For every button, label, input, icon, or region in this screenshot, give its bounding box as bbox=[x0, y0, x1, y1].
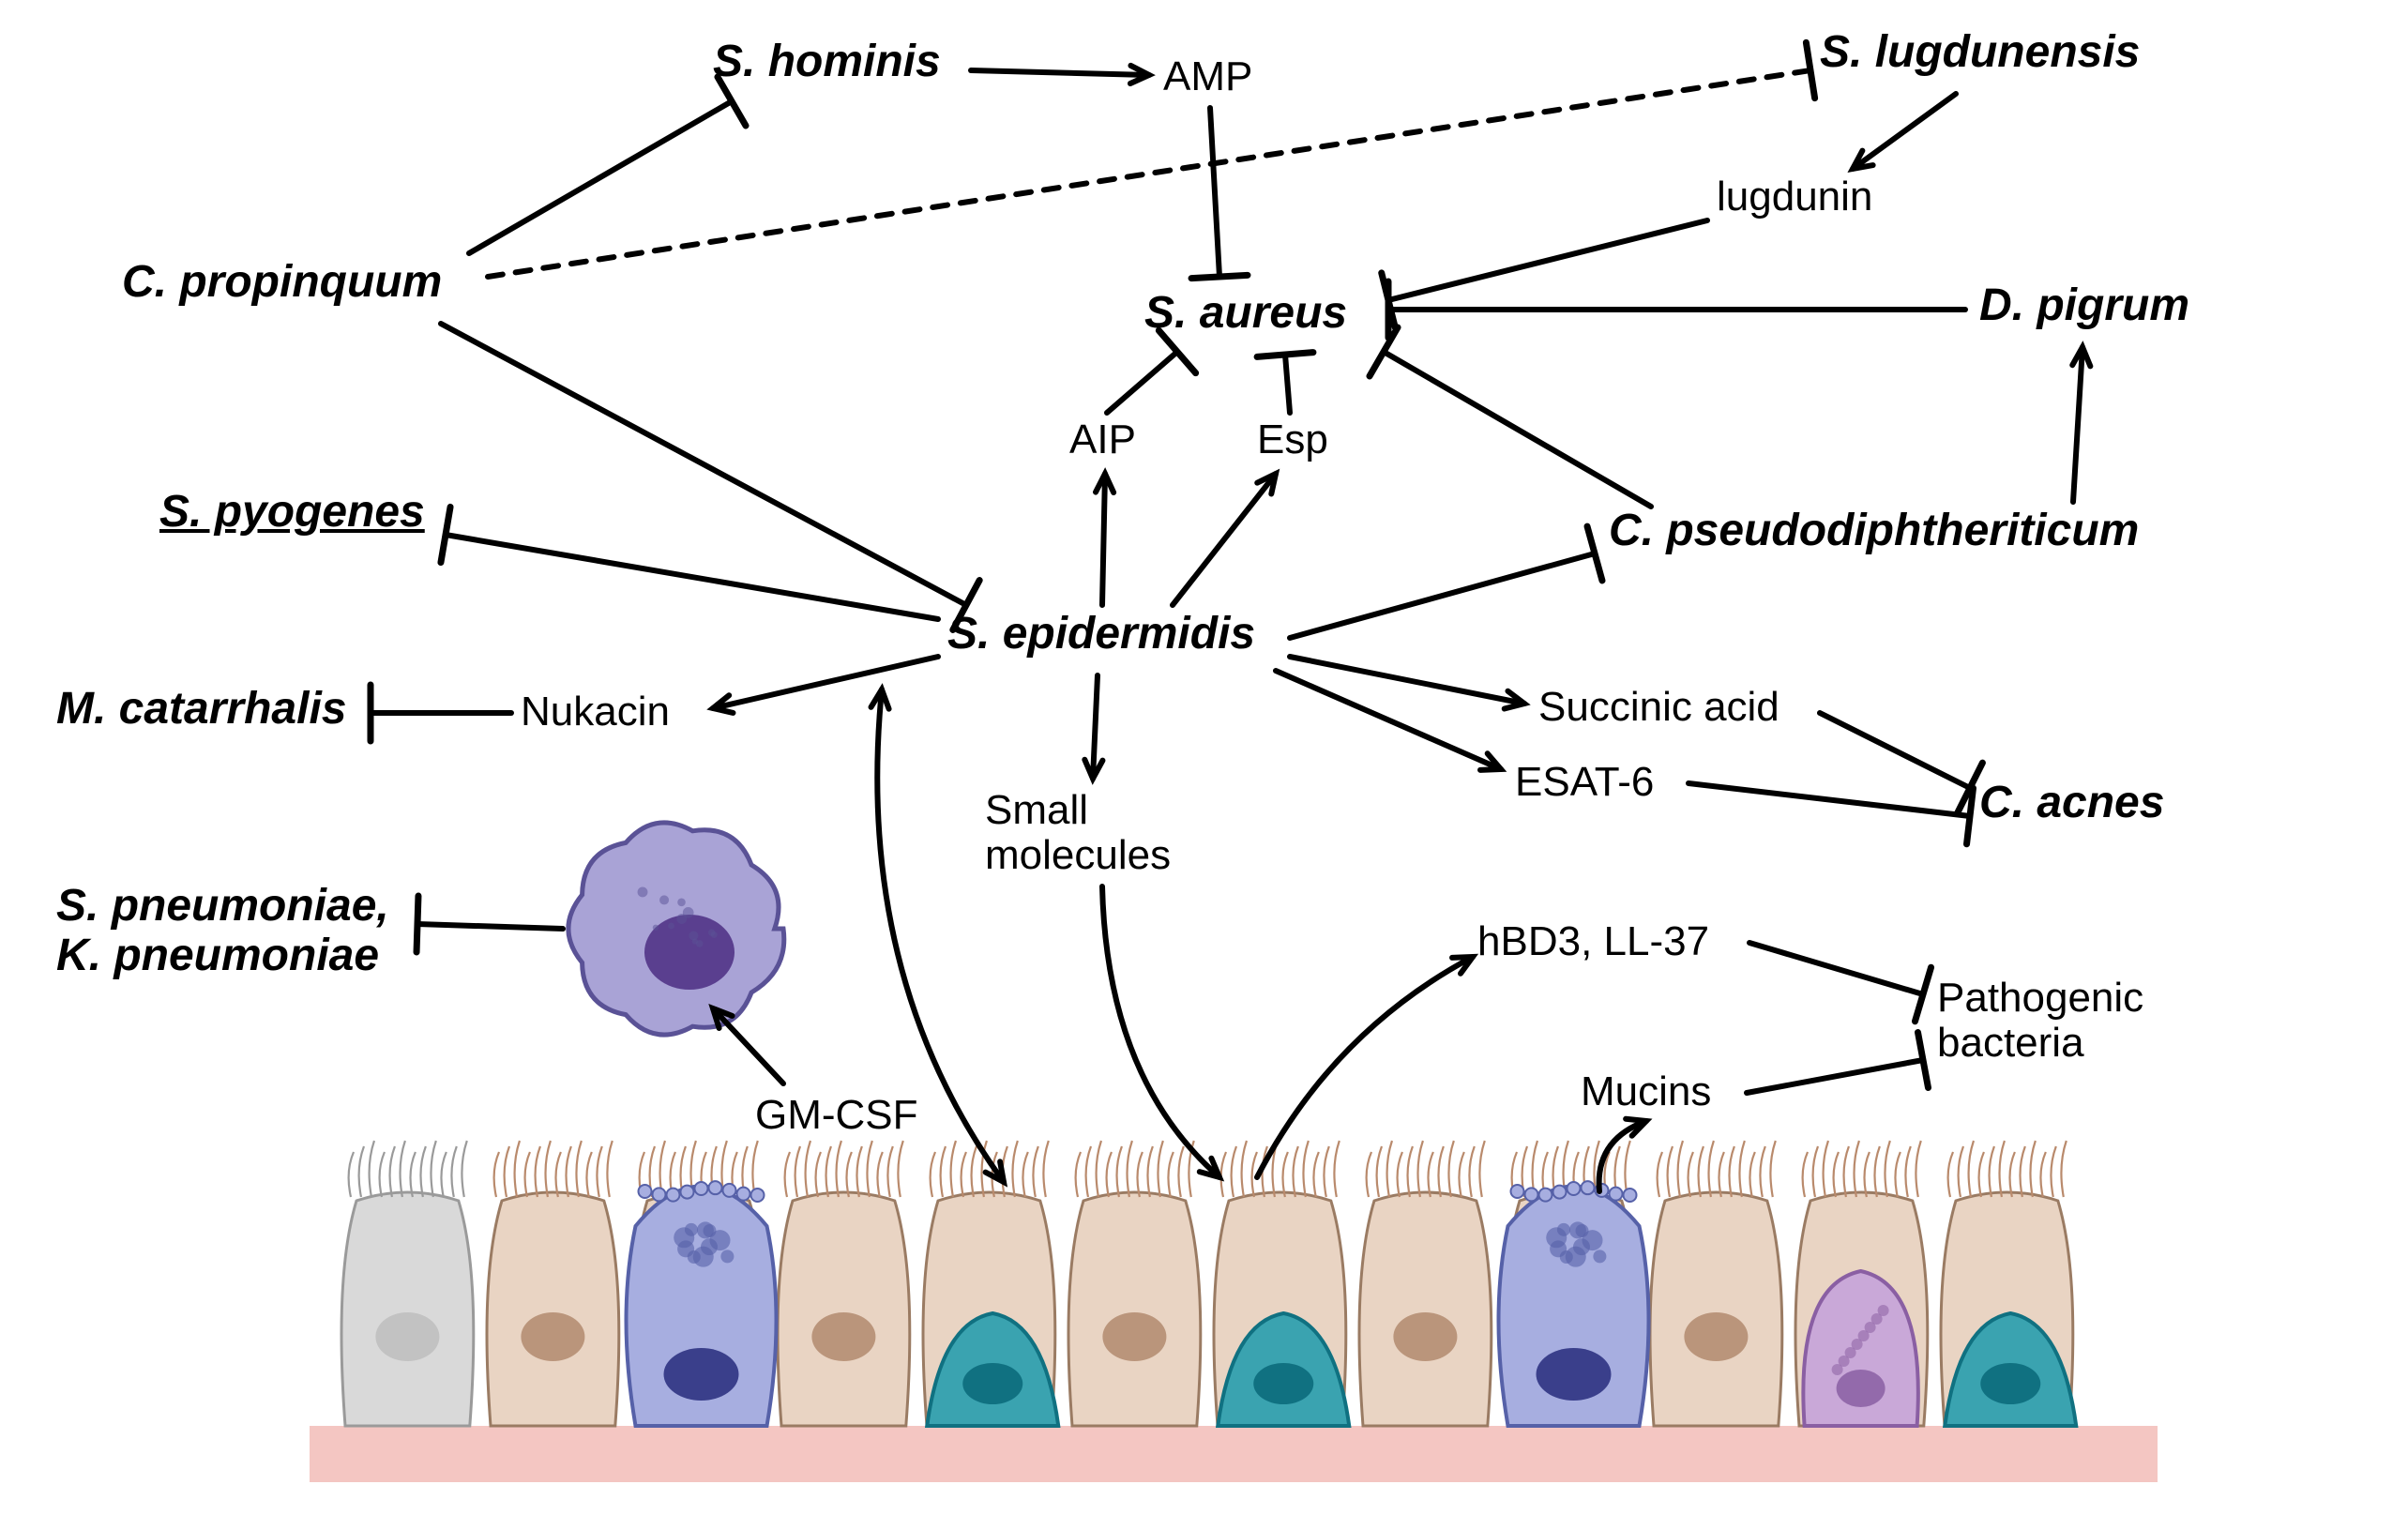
edge-epi-cpseudo bbox=[1290, 526, 1602, 638]
edge-lugdunensis-lugdunin bbox=[1853, 94, 1956, 169]
edge-amp-aureus bbox=[1191, 108, 1248, 279]
edge-dpigrum-aureus bbox=[1388, 281, 1965, 338]
label-lugdunin: lugdunin bbox=[1717, 174, 1872, 220]
label-s-epidermidis: S. epidermidis bbox=[947, 610, 1255, 659]
edge-epi-esat6 bbox=[1276, 671, 1501, 770]
edge-epi-aip bbox=[1096, 474, 1113, 605]
edge-tissue-mucins bbox=[1599, 1119, 1646, 1191]
label-s-aureus: S. aureus bbox=[1144, 289, 1347, 339]
edge-propinquum-epi bbox=[441, 324, 979, 629]
edge-epi-small bbox=[1084, 675, 1102, 779]
label-esat6: ESAT-6 bbox=[1515, 760, 1654, 805]
edge-epi-esp bbox=[1173, 474, 1276, 605]
label-nukacin: Nukacin bbox=[521, 689, 670, 735]
label-s-k-pneu: S. pneumoniae, K. pneumoniae bbox=[56, 882, 389, 981]
edge-tissue-hbd3 bbox=[1257, 957, 1473, 1177]
label-m-catarrhalis: M. catarrhalis bbox=[56, 685, 346, 735]
edge-esp-aureus bbox=[1257, 353, 1313, 413]
label-s-hominis: S. hominis bbox=[713, 38, 941, 87]
edge-mucins-path bbox=[1747, 1033, 1928, 1093]
label-hbd3: hBD3, LL-37 bbox=[1477, 919, 1709, 964]
label-d-pigrum: D. pigrum bbox=[1979, 281, 2189, 331]
edge-esat6-acnes bbox=[1689, 783, 1973, 844]
label-s-lugdunensis: S. lugdunensis bbox=[1820, 28, 2140, 78]
edge-aip-aureus bbox=[1107, 330, 1196, 413]
edge-hominis-amp bbox=[971, 66, 1149, 83]
edge-gmcsf-macro bbox=[713, 1008, 783, 1083]
label-c-acnes: C. acnes bbox=[1979, 779, 2164, 828]
edge-propinquum-hominis bbox=[469, 77, 746, 253]
edge-succinic-acnes bbox=[1820, 713, 1982, 813]
edge-cpseudo-aureus bbox=[1370, 327, 1651, 507]
edge-nukacin-catarrhalis bbox=[371, 685, 511, 741]
diagram-svg bbox=[0, 0, 2408, 1530]
edge-macro-pneu bbox=[416, 896, 563, 952]
edge-epi-pyogenes bbox=[441, 507, 938, 619]
edge-epi-nukacin bbox=[713, 657, 938, 713]
edge-cpseudo-dpigrum bbox=[2072, 347, 2090, 502]
label-small-mol: Small molecules bbox=[985, 788, 1171, 879]
label-pathogenic: Pathogenic bacteria bbox=[1937, 976, 2143, 1067]
epithelium bbox=[310, 1141, 2158, 1482]
label-aip: AIP bbox=[1069, 417, 1136, 462]
label-esp: Esp bbox=[1257, 417, 1328, 462]
label-c-propinquum: C. propinquum bbox=[122, 258, 442, 308]
label-amp: AMP bbox=[1163, 54, 1252, 99]
label-mucins: Mucins bbox=[1581, 1069, 1711, 1114]
edge-small-tissue bbox=[1102, 886, 1219, 1177]
label-s-pyogenes: S. pyogenes bbox=[159, 488, 425, 538]
edge-epi-succinic bbox=[1290, 657, 1524, 708]
macrophage bbox=[568, 823, 784, 1035]
edge-hbd3-path bbox=[1749, 943, 1931, 1022]
label-gmcsf: GM-CSF bbox=[755, 1093, 918, 1138]
label-succinic: Succinic acid bbox=[1538, 685, 1779, 730]
label-c-pseudo: C. pseudodiphtheriticum bbox=[1609, 507, 2139, 556]
